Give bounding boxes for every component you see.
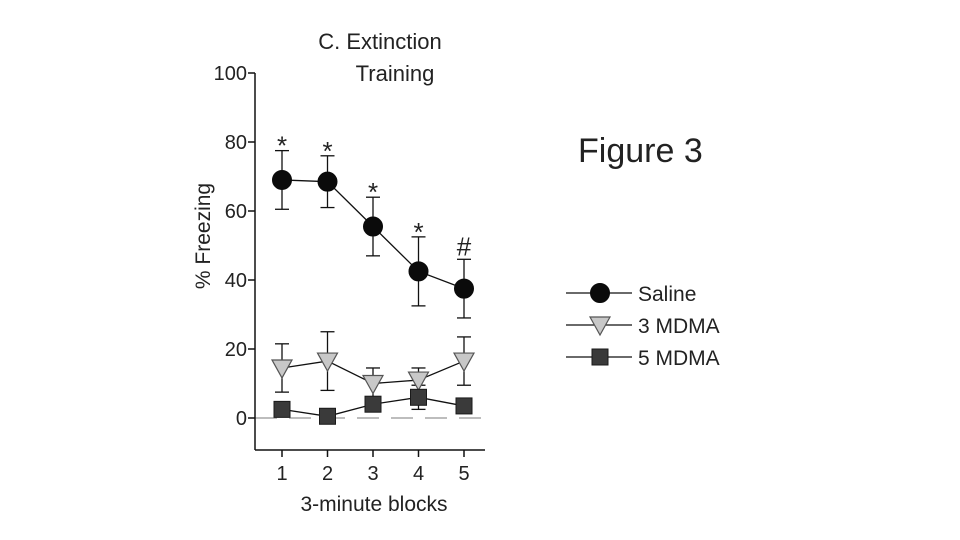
y-tick-label-60: 60 [225,201,247,223]
x-axis-label: 3-minute blocks [300,493,447,516]
slide-title: Figure 3 [578,132,703,170]
5-mdma-point-4 [410,388,427,406]
5-mdma-point-5 [455,397,473,415]
significance-marker-5: # [457,231,472,261]
3-mdma-point-3 [361,374,385,395]
x-tick-label-2: 2 [322,463,333,485]
saline-point-5 [454,278,474,299]
y-tick-label-100: 100 [214,63,247,85]
legend-label-3-mdma: 3 MDMA [638,315,720,338]
legend-marker-3-mdma [588,316,612,337]
significance-marker-2: * [322,136,332,166]
3-mdma-point-4 [407,371,430,392]
x-tick-label-5: 5 [458,463,469,485]
plot-area: 0 20 40 60 80 100 1 2 3 4 5 * * * * # [214,63,485,485]
y-axis-label: % Freezing [192,183,215,289]
x-tick-label-4: 4 [413,463,424,485]
x-tick-label-3: 3 [367,463,378,485]
5-mdma-point-2 [319,407,336,425]
5-mdma-point-3 [364,395,382,413]
legend: Saline 3 MDMA 5 MDMA [566,283,720,370]
chart-title-line-2: Training [356,61,435,86]
y-tick-label-40: 40 [225,270,247,292]
5-mdma-point-1 [273,400,291,418]
significance-marker-1: * [277,131,287,161]
chart-title-line-1: C. Extinction [318,29,442,54]
legend-label-saline: Saline [638,283,696,306]
legend-marker-saline [590,283,610,303]
3-mdma-point-2 [316,352,339,373]
legend-label-5-mdma: 5 MDMA [638,347,720,370]
significance-marker-4: * [413,217,423,247]
3-mdma-point-1 [270,359,294,380]
saline-point-4 [408,261,429,282]
x-tick-label-1: 1 [276,463,287,485]
significance-marker-3: * [368,177,378,207]
saline-point-3 [363,216,383,237]
y-tick-label-20: 20 [225,339,247,361]
y-tick-label-0: 0 [236,408,247,430]
y-tick-label-80: 80 [225,132,247,154]
3-mdma-point-5 [452,352,476,373]
legend-marker-5-mdma [591,348,609,366]
saline-point-2 [317,171,338,192]
saline-point-1 [272,169,292,190]
